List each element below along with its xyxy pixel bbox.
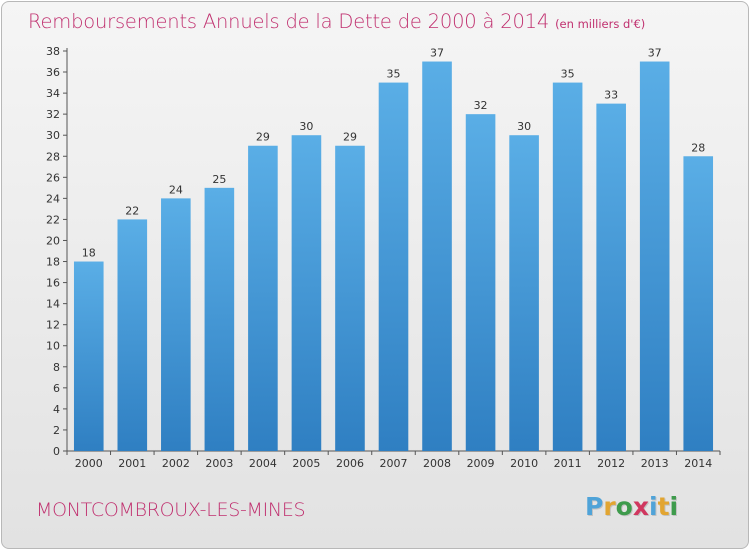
bar-2009 xyxy=(465,114,496,451)
bar-2013 xyxy=(639,61,670,451)
bar-series: 18 22 24 25 29 30 29 35 37 32 30 35 33 37 28 xyxy=(73,47,714,452)
y-tick-label: 2 xyxy=(53,424,60,437)
bar-2014 xyxy=(683,156,714,451)
y-tick-label: 34 xyxy=(46,87,60,100)
commune-name: MONTCOMBROUX-LES-MINES xyxy=(36,499,306,521)
brand-letter: t xyxy=(657,492,670,521)
y-tick-label: 8 xyxy=(53,361,60,374)
data-label-2005: 30 xyxy=(299,120,313,133)
bar-2010 xyxy=(509,135,539,451)
data-label-2007: 35 xyxy=(387,68,401,81)
data-label-2012: 33 xyxy=(604,89,618,102)
proxiti-logo[interactable]: Proxiti xyxy=(585,492,678,521)
x-axis: 2000 2001 2002 2003 2004 2005 2006 2007 2008 2009… xyxy=(66,450,721,470)
y-tick-label: 6 xyxy=(53,382,60,395)
x-tick-label-2014: 2014 xyxy=(684,457,712,470)
bar-2005 xyxy=(291,135,322,451)
y-tick-label: 18 xyxy=(46,256,60,269)
y-tick-label: 32 xyxy=(46,108,60,121)
x-tick-label-2012: 2012 xyxy=(597,457,625,470)
data-label-2011: 35 xyxy=(561,68,575,81)
data-label-2002: 24 xyxy=(169,183,183,196)
bar-2004 xyxy=(248,145,278,452)
bar-2011 xyxy=(552,82,583,451)
bar-2003 xyxy=(204,187,235,451)
x-tick-label-2013: 2013 xyxy=(641,457,669,470)
x-tick-label-2004: 2004 xyxy=(249,457,277,470)
data-label-2008: 37 xyxy=(430,47,444,60)
y-tick-label: 20 xyxy=(46,234,60,247)
x-tick-label-2001: 2001 xyxy=(118,457,146,470)
bar-2000 xyxy=(73,261,104,451)
data-label-2000: 18 xyxy=(82,247,96,260)
bar-2002 xyxy=(161,198,191,451)
data-label-2001: 22 xyxy=(125,204,139,217)
x-tick-label-2000: 2000 xyxy=(75,457,103,470)
y-tick-label: 14 xyxy=(46,298,60,311)
x-tick-label-2005: 2005 xyxy=(292,457,320,470)
y-tick-label: 10 xyxy=(46,340,60,353)
x-tick-label-2006: 2006 xyxy=(336,457,364,470)
data-label-2009: 32 xyxy=(474,99,488,112)
chart-unit: (en milliers d'€) xyxy=(555,17,646,31)
y-tick-label: 30 xyxy=(46,129,60,142)
y-tick-label: 22 xyxy=(46,213,60,226)
y-tick-label: 24 xyxy=(46,192,60,205)
data-label-2006: 29 xyxy=(343,131,357,144)
x-tick-label-2009: 2009 xyxy=(467,457,495,470)
data-label-2013: 37 xyxy=(648,47,662,60)
x-tick-label-2007: 2007 xyxy=(380,457,408,470)
y-tick-label: 36 xyxy=(46,66,60,79)
brand-letter: P xyxy=(585,492,604,521)
y-tick-label: 28 xyxy=(46,150,60,163)
x-tick-label-2002: 2002 xyxy=(162,457,190,470)
data-label-2010: 30 xyxy=(517,120,531,133)
data-label-2004: 29 xyxy=(256,131,270,144)
x-tick-label-2003: 2003 xyxy=(205,457,233,470)
chart-title: Remboursements Annuels de la Dette de 20… xyxy=(28,10,550,33)
data-label-2014: 28 xyxy=(691,141,705,154)
y-tick-label: 0 xyxy=(53,445,60,458)
brand-letter: i xyxy=(649,492,658,521)
y-tick-label: 16 xyxy=(46,277,60,290)
x-tick-label-2008: 2008 xyxy=(423,457,451,470)
x-tick-label-2011: 2011 xyxy=(554,457,582,470)
y-tick-label: 26 xyxy=(46,171,60,184)
data-label-2003: 25 xyxy=(212,173,226,186)
bar-2006 xyxy=(335,145,365,452)
y-tick-label: 38 xyxy=(46,45,60,58)
bar-2001 xyxy=(117,219,148,451)
y-tick-label: 12 xyxy=(46,319,60,332)
brand-letter: o xyxy=(615,492,633,521)
x-tick-label-2010: 2010 xyxy=(510,457,538,470)
brand-letter: r xyxy=(603,492,616,521)
bar-2007 xyxy=(378,82,409,451)
brand-letter: i xyxy=(669,492,679,521)
chart-title-block: Remboursements Annuels de la Dette de 20… xyxy=(28,10,645,33)
bar-2012 xyxy=(596,103,626,451)
brand-letter: x xyxy=(632,492,649,521)
bar-2008 xyxy=(422,61,452,451)
y-tick-label: 4 xyxy=(53,403,60,416)
